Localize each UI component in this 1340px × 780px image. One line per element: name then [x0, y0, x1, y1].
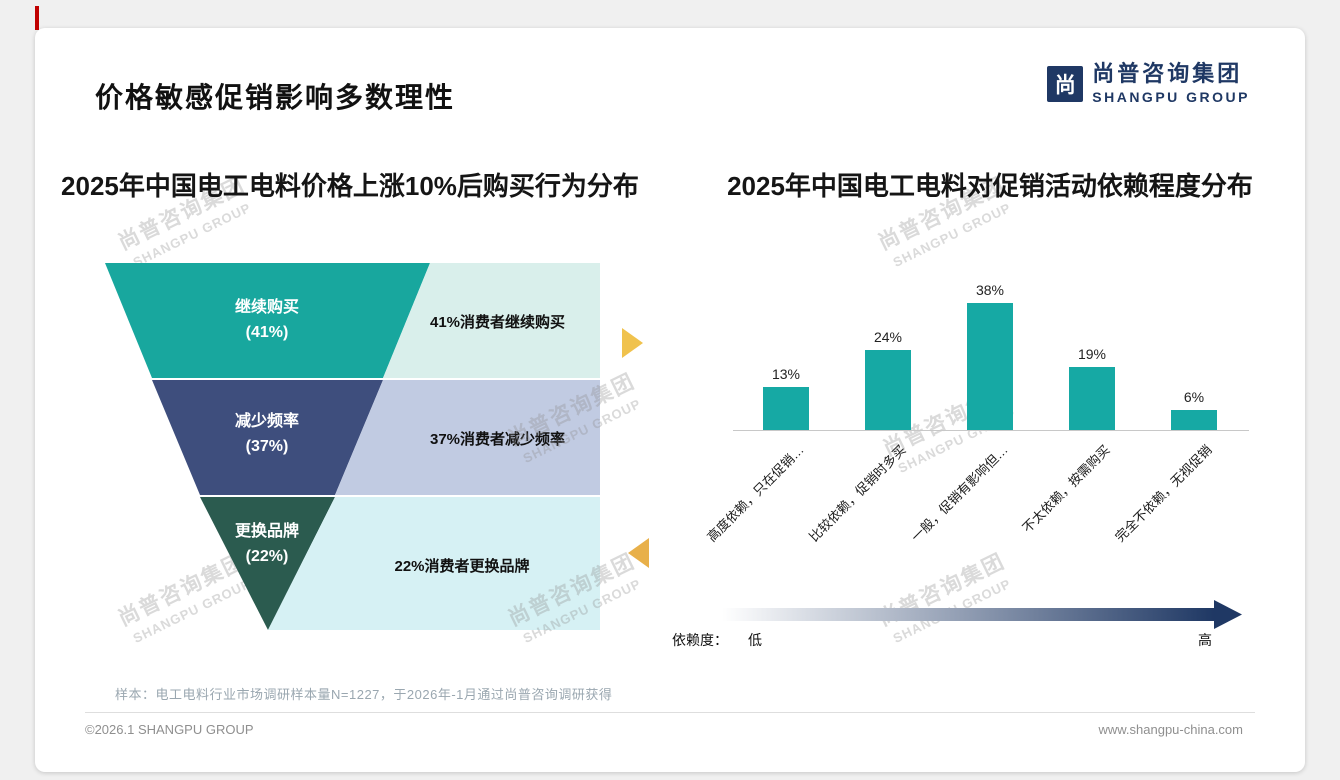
watermark: 尚普咨询集团 SHANGPU GROUP [874, 549, 1014, 646]
bar [763, 386, 809, 430]
dependency-gradient-bar [722, 608, 1214, 621]
category-label: 完全不依赖，无视促销 [1112, 442, 1215, 545]
sample-footnote: 样本：电工电料行业市场调研样本量N=1227，于2026年-1月通过尚普咨询调研… [115, 687, 613, 702]
bar-column: 13% [763, 280, 809, 430]
funnel-stage-label-2: 减少频率 (37%) [234, 413, 299, 455]
footer-copyright: ©2026.1 SHANGPU GROUP [85, 722, 254, 737]
funnel-stage-label-3: 更换品牌 (22%) [234, 523, 299, 565]
funnel-annotation-block-2 [335, 380, 600, 495]
dependency-low-label: 低 [748, 632, 762, 648]
bar [1171, 410, 1217, 430]
bar [865, 350, 911, 430]
funnel-stage-label-1: 继续购买 (41%) [234, 299, 299, 341]
page-title: 价格敏感促销影响多数理性 [95, 82, 456, 113]
logo-icon: 尚 [1047, 65, 1084, 102]
category-label: 高度依赖，只在促销… [704, 442, 807, 545]
logo-name-en: SHANGPU GROUP [1092, 89, 1250, 106]
arrow-right-icon [622, 328, 643, 358]
bar [967, 303, 1013, 430]
bar-value-label: 6% [1183, 389, 1205, 405]
funnel-annotation-2: 37%消费者减少频率 [429, 431, 566, 448]
bar-column: 6% [1171, 280, 1217, 430]
category-label: 一般，促销有影响但… [908, 442, 1011, 545]
category-label: 比较依赖，促销时多买 [806, 442, 909, 545]
bar-value-label: 24% [873, 329, 903, 345]
funnel-stage-1 [105, 263, 430, 378]
bar [1069, 366, 1115, 430]
funnel-chart: 继续购买 (41%) 减少频率 (37%) 更换品牌 (22%) 41%消费者继… [100, 260, 610, 635]
bar-column: 19% [1069, 280, 1115, 430]
bar-chart-title: 2025年中国电工电料对促销活动依赖程度分布 [727, 171, 1253, 201]
logo: 尚 尚普咨询集团 SHANGPU GROUP [1047, 61, 1250, 106]
dependency-arrowhead [1214, 600, 1242, 629]
bar-chart: 13% 24% 38% 19% 6% [735, 280, 1245, 430]
red-accent-line [35, 6, 39, 30]
funnel-annotation-3: 22%消费者更换品牌 [394, 558, 530, 575]
bar-column: 38% [967, 280, 1013, 430]
logo-text: 尚普咨询集团 SHANGPU GROUP [1092, 61, 1250, 106]
arrow-left-icon [628, 538, 649, 568]
bar-value-label: 13% [771, 365, 801, 382]
logo-name-cn: 尚普咨询集团 [1092, 61, 1243, 86]
funnel-chart-title: 2025年中国电工电料价格上涨10%后购买行为分布 [61, 171, 639, 201]
footer-url: www.shangpu-china.com [1098, 722, 1243, 737]
footer-divider [85, 712, 1255, 713]
bar-value-label: 38% [975, 282, 1005, 299]
funnel-annotation-1: 41%消费者继续购买 [429, 314, 566, 331]
dependency-axis-label: 依赖度： [672, 632, 728, 648]
x-axis-line [733, 430, 1249, 431]
bar-value-label: 19% [1077, 345, 1107, 362]
slide: 价格敏感促销影响多数理性 尚 尚普咨询集团 SHANGPU GROUP 尚普咨询… [35, 28, 1305, 772]
category-label: 不太依赖，按需购买 [1019, 442, 1113, 536]
dependency-high-label: 高 [1198, 632, 1212, 648]
bar-column: 24% [865, 280, 911, 430]
